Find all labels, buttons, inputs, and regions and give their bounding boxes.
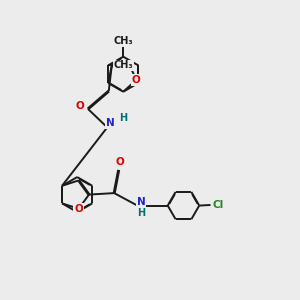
Text: Cl: Cl xyxy=(212,200,223,210)
Text: O: O xyxy=(74,204,83,214)
Text: H: H xyxy=(137,208,145,218)
Text: N: N xyxy=(136,197,145,207)
Text: O: O xyxy=(116,157,124,166)
Text: O: O xyxy=(132,75,141,85)
Text: CH₃: CH₃ xyxy=(113,36,133,46)
Text: H: H xyxy=(120,113,128,123)
Text: O: O xyxy=(75,101,84,111)
Text: CH₃: CH₃ xyxy=(114,61,134,70)
Text: N: N xyxy=(106,118,115,128)
